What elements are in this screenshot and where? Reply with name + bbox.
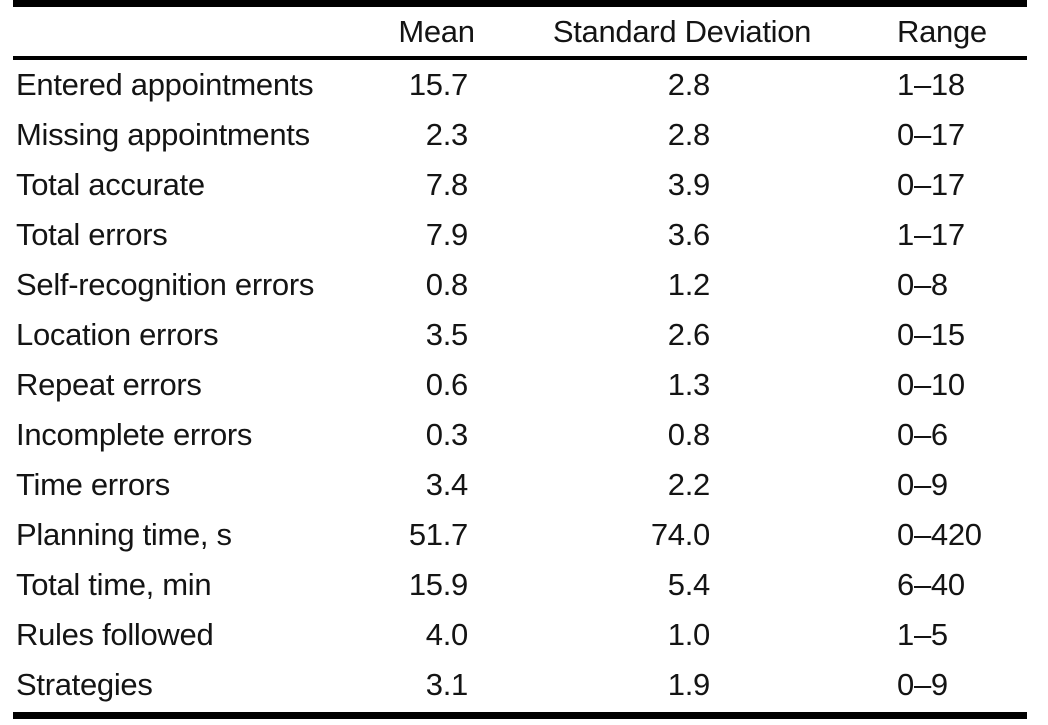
standard-deviation-value: 1.9	[667, 667, 711, 702]
statistics-table: Mean Standard Deviation Range Entered ap…	[13, 0, 1027, 719]
standard-deviation-value: 3.9	[667, 167, 711, 202]
row-label: Repeat errors	[16, 367, 202, 402]
table-row: Missing appointments 2.3 2.8 0–17	[13, 110, 1027, 160]
column-header-range: Range	[897, 13, 987, 49]
standard-deviation-value: 74.0	[650, 517, 710, 552]
range-value: 0–15	[897, 317, 965, 352]
range-value: 1–18	[897, 67, 965, 102]
standard-deviation-value: 2.6	[667, 317, 711, 352]
table-row: Incomplete errors 0.3 0.8 0–6	[13, 410, 1027, 460]
range-value: 0–10	[897, 367, 965, 402]
mean-value: 3.1	[425, 667, 469, 702]
mean-value: 15.9	[408, 567, 468, 602]
standard-deviation-value: 5.4	[667, 567, 711, 602]
row-label: Incomplete errors	[16, 417, 253, 452]
mean-value: 7.9	[425, 217, 469, 252]
mean-value: 7.8	[425, 167, 469, 202]
table-row: Location errors 3.5 2.6 0–15	[13, 310, 1027, 360]
range-value: 0–8	[897, 267, 948, 302]
row-label: Rules followed	[16, 617, 214, 652]
standard-deviation-value: 1.0	[667, 617, 711, 652]
standard-deviation-value: 2.8	[667, 117, 711, 152]
table-row: Rules followed 4.0 1.0 1–5	[13, 610, 1027, 660]
range-value: 0–6	[897, 417, 948, 452]
range-value: 0–420	[897, 517, 982, 552]
table-row: Total time, min 15.9 5.4 6–40	[13, 560, 1027, 610]
mean-value: 3.5	[425, 317, 469, 352]
table-row: Planning time, s 51.7 74.0 0–420	[13, 510, 1027, 560]
row-label: Total errors	[16, 217, 168, 252]
standard-deviation-value: 1.2	[667, 267, 711, 302]
table-row: Self-recognition errors 0.8 1.2 0–8	[13, 260, 1027, 310]
row-label: Planning time, s	[16, 517, 232, 552]
table-body: Entered appointments 15.7 2.8 1–18 Missi…	[13, 60, 1027, 710]
range-value: 0–9	[897, 667, 948, 702]
table-row: Time errors 3.4 2.2 0–9	[13, 460, 1027, 510]
range-value: 0–9	[897, 467, 948, 502]
range-value: 0–17	[897, 117, 965, 152]
row-label: Entered appointments	[16, 67, 314, 102]
mean-value: 0.6	[425, 367, 469, 402]
table-row: Entered appointments 15.7 2.8 1–18	[13, 60, 1027, 110]
mean-value: 15.7	[408, 67, 468, 102]
row-label: Total time, min	[16, 567, 212, 602]
range-value: 0–17	[897, 167, 965, 202]
column-header-mean: Mean	[398, 13, 475, 49]
table-row: Repeat errors 0.6 1.3 0–10	[13, 360, 1027, 410]
standard-deviation-value: 1.3	[667, 367, 711, 402]
row-label: Total accurate	[16, 167, 205, 202]
standard-deviation-value: 0.8	[667, 417, 711, 452]
mean-value: 3.4	[425, 467, 469, 502]
row-label: Time errors	[16, 467, 171, 502]
row-label: Missing appointments	[16, 117, 310, 152]
table-row: Total errors 7.9 3.6 1–17	[13, 210, 1027, 260]
mean-value: 4.0	[425, 617, 469, 652]
column-header-standard-deviation: Standard Deviation	[552, 13, 812, 49]
mean-value: 2.3	[425, 117, 469, 152]
header-separator-rule	[13, 56, 1027, 60]
table-row: Strategies 3.1 1.9 0–9	[13, 660, 1027, 710]
table-row: Total accurate 7.8 3.9 0–17	[13, 160, 1027, 210]
standard-deviation-value: 2.8	[667, 67, 711, 102]
row-label: Self-recognition errors	[16, 267, 315, 302]
range-value: 6–40	[897, 567, 965, 602]
range-value: 1–5	[897, 617, 948, 652]
standard-deviation-value: 3.6	[667, 217, 711, 252]
range-value: 1–17	[897, 217, 965, 252]
row-label: Strategies	[16, 667, 153, 702]
row-label: Location errors	[16, 317, 219, 352]
mean-value: 0.8	[425, 267, 469, 302]
table-header-row: Mean Standard Deviation Range	[13, 7, 1027, 56]
mean-value: 0.3	[425, 417, 469, 452]
table-top-rule	[13, 0, 1027, 7]
standard-deviation-value: 2.2	[667, 467, 711, 502]
table-bottom-rule	[13, 712, 1027, 719]
mean-value: 51.7	[408, 517, 468, 552]
